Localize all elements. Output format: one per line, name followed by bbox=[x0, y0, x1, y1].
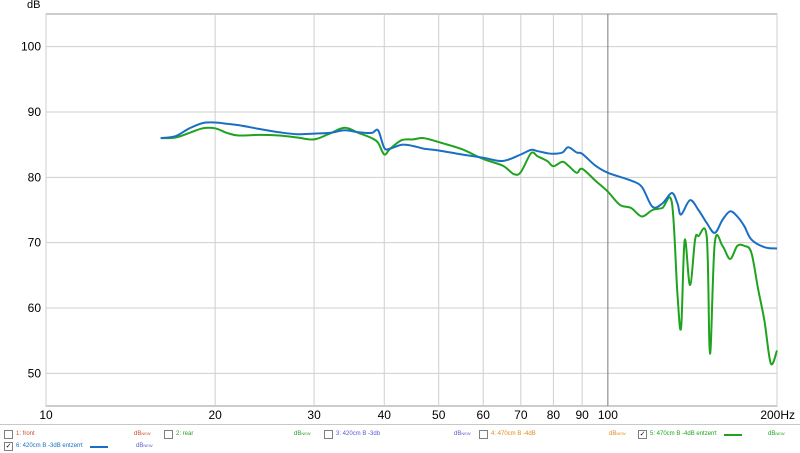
x-tick-label: 40 bbox=[378, 408, 392, 422]
series-lines bbox=[160, 121, 778, 366]
legend-unit: dBNEW bbox=[134, 431, 151, 437]
x-tick-label: 60 bbox=[477, 408, 491, 422]
legend-unit: dBNEW bbox=[136, 443, 153, 449]
legend-checkbox[interactable]: ✓ bbox=[4, 442, 13, 451]
legend-swatch bbox=[90, 446, 108, 448]
y-tick-label: 90 bbox=[28, 105, 42, 119]
legend-item[interactable]: 2: rear dBNEW bbox=[164, 428, 324, 441]
legend-label: 2: rear bbox=[176, 431, 194, 437]
legend-checkbox[interactable] bbox=[164, 430, 173, 439]
frequency-response-chart: 50 60 70 80 90 100 10 20 30 40 50 60 70 80 90 100 200Hz… bbox=[21, 0, 795, 422]
legend-panel: 1: front dBNEW 2: rear dBNEW 3: 420cm B -3db… bbox=[0, 424, 800, 453]
legend-swatch bbox=[724, 434, 742, 436]
x-tick-label: 50 bbox=[432, 408, 446, 422]
y-tick-label: 100 bbox=[21, 40, 41, 54]
legend-item[interactable]: 3: 420cm B -3db dBNEW bbox=[324, 428, 474, 441]
y-axis-label: dB bbox=[27, 0, 40, 11]
x-tick-label: 80 bbox=[547, 408, 561, 422]
legend-item[interactable]: ✓ 5: 470cm B -4dB entzerrt dBNEW bbox=[638, 428, 798, 441]
legend-unit: dBNEW bbox=[454, 431, 471, 437]
legend-checkbox[interactable]: ✓ bbox=[638, 430, 647, 439]
legend-label: 1: front bbox=[16, 431, 35, 437]
legend-label: 3: 420cm B -3db bbox=[336, 431, 381, 437]
legend-label: 6: 420cm B -3dB entzerrt bbox=[16, 443, 83, 449]
y-tick-label: 50 bbox=[28, 366, 42, 380]
legend-item[interactable]: 1: front dBNEW bbox=[4, 428, 164, 441]
legend-label: 4: 470cm B -4dB bbox=[491, 431, 536, 437]
legend-checkbox[interactable] bbox=[479, 430, 488, 439]
legend-item[interactable]: 4: 470cm B -4dB dBNEW bbox=[479, 428, 634, 441]
y-tick-label: 60 bbox=[28, 301, 42, 315]
legend-unit: dBNEW bbox=[768, 431, 785, 437]
legend-unit: dBNEW bbox=[294, 431, 311, 437]
legend-checkbox[interactable] bbox=[324, 430, 333, 439]
y-tick-label: 70 bbox=[28, 236, 42, 250]
legend-unit: dBNEW bbox=[609, 431, 626, 437]
legend-item[interactable]: ✓ 6: 420cm B -3dB entzerrt dBNEW bbox=[4, 440, 164, 453]
series-line bbox=[160, 126, 778, 366]
y-tick-label: 80 bbox=[28, 170, 42, 184]
x-tick-label: 70 bbox=[514, 408, 528, 422]
legend-label: 5: 470cm B -4dB entzerrt bbox=[650, 431, 717, 437]
y-tick-labels: 50 60 70 80 90 100 bbox=[21, 40, 41, 381]
gridlines bbox=[45, 14, 778, 406]
series-line bbox=[160, 121, 778, 250]
plot-area bbox=[45, 13, 778, 407]
x-tick-labels: 10 20 30 40 50 60 70 80 90 100 200Hz bbox=[39, 408, 795, 422]
x-tick-label: 200Hz bbox=[760, 408, 795, 422]
x-tick-label: 100 bbox=[598, 408, 618, 422]
x-tick-label: 10 bbox=[39, 408, 53, 422]
x-tick-label: 20 bbox=[208, 408, 222, 422]
legend-checkbox[interactable] bbox=[4, 430, 13, 439]
x-tick-label: 30 bbox=[307, 408, 321, 422]
x-tick-label: 90 bbox=[575, 408, 589, 422]
